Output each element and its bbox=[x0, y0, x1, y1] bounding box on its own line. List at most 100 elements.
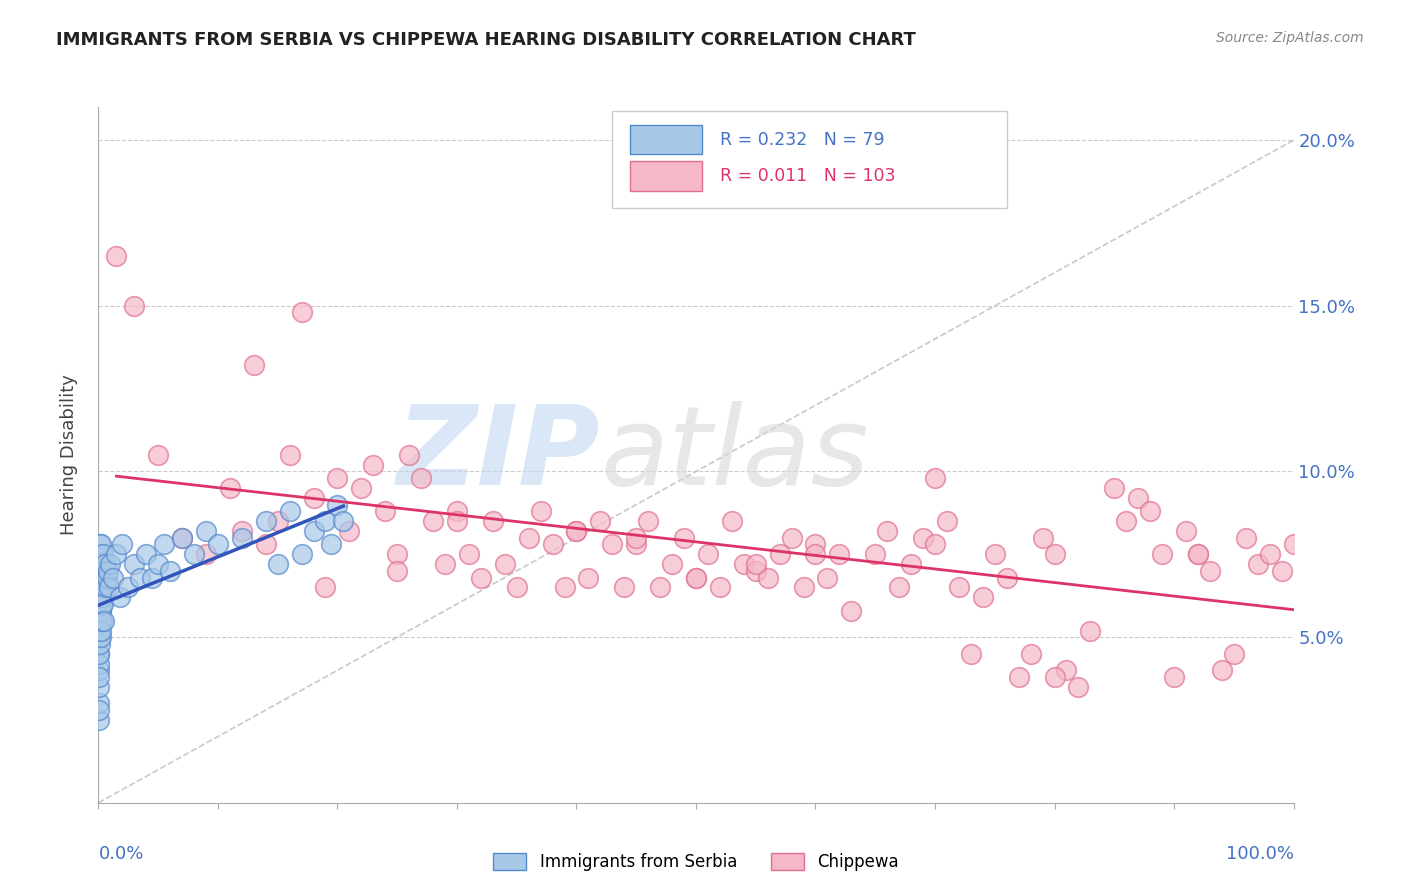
Point bbox=[481, 514, 505, 528]
Point bbox=[1198, 564, 1220, 578]
Point bbox=[89, 558, 111, 572]
Point bbox=[93, 570, 115, 584]
Point bbox=[326, 471, 349, 485]
Point bbox=[278, 448, 301, 462]
Point bbox=[1054, 663, 1078, 677]
Point bbox=[924, 471, 946, 485]
Point bbox=[626, 531, 648, 545]
Point bbox=[673, 531, 696, 545]
Point bbox=[89, 597, 111, 611]
Point bbox=[1187, 547, 1209, 561]
Point bbox=[231, 524, 253, 538]
Point bbox=[804, 537, 827, 551]
Point bbox=[576, 570, 599, 584]
Point bbox=[1175, 524, 1198, 538]
Point bbox=[1271, 564, 1294, 578]
Point bbox=[1139, 504, 1161, 518]
Point bbox=[315, 581, 337, 595]
Point bbox=[94, 558, 117, 572]
Point bbox=[96, 570, 118, 584]
Point bbox=[89, 614, 111, 628]
Point bbox=[494, 558, 516, 572]
Point bbox=[1067, 680, 1090, 694]
Point bbox=[613, 581, 636, 595]
Text: IMMIGRANTS FROM SERBIA VS CHIPPEWA HEARING DISABILITY CORRELATION CHART: IMMIGRANTS FROM SERBIA VS CHIPPEWA HEARI… bbox=[56, 31, 917, 49]
Point bbox=[219, 481, 242, 495]
Point bbox=[506, 581, 529, 595]
Point bbox=[87, 703, 110, 717]
Point bbox=[91, 614, 114, 628]
Point bbox=[648, 581, 672, 595]
Point bbox=[90, 558, 112, 572]
Point bbox=[697, 547, 720, 561]
Point bbox=[1128, 491, 1150, 505]
Point bbox=[517, 531, 540, 545]
Point bbox=[278, 504, 301, 518]
Point bbox=[972, 591, 994, 605]
Point bbox=[89, 647, 111, 661]
Point bbox=[602, 537, 624, 551]
Point bbox=[363, 458, 385, 472]
Point bbox=[876, 524, 898, 538]
Point bbox=[207, 537, 229, 551]
Point bbox=[1222, 647, 1246, 661]
Point bbox=[1246, 558, 1268, 572]
Point bbox=[89, 657, 111, 671]
Point bbox=[302, 524, 325, 538]
Point bbox=[90, 581, 112, 595]
Point bbox=[863, 547, 887, 561]
Point bbox=[1187, 547, 1209, 561]
Point bbox=[89, 637, 111, 651]
Point bbox=[101, 570, 124, 584]
Point bbox=[433, 558, 456, 572]
Point bbox=[89, 564, 111, 578]
Point bbox=[422, 514, 444, 528]
Point bbox=[626, 537, 648, 551]
Point bbox=[194, 547, 218, 561]
Point bbox=[685, 570, 707, 584]
Point bbox=[828, 547, 851, 561]
Point bbox=[1043, 670, 1066, 684]
Point bbox=[470, 570, 492, 584]
FancyBboxPatch shape bbox=[630, 125, 702, 154]
Point bbox=[94, 581, 117, 595]
Point bbox=[90, 564, 112, 578]
Point bbox=[141, 570, 163, 584]
Point bbox=[183, 547, 205, 561]
Point bbox=[90, 537, 112, 551]
Point bbox=[153, 537, 176, 551]
Point bbox=[290, 547, 312, 561]
Point bbox=[117, 581, 139, 595]
Point bbox=[89, 591, 111, 605]
Point bbox=[159, 564, 181, 578]
Point bbox=[90, 624, 112, 638]
Text: ZIP: ZIP bbox=[396, 401, 600, 508]
Point bbox=[87, 713, 110, 727]
Text: Source: ZipAtlas.com: Source: ZipAtlas.com bbox=[1216, 31, 1364, 45]
Point bbox=[90, 604, 112, 618]
Point bbox=[124, 299, 146, 313]
Point bbox=[1102, 481, 1125, 495]
Point bbox=[1234, 531, 1257, 545]
Point bbox=[995, 570, 1018, 584]
Point bbox=[1032, 531, 1054, 545]
Point bbox=[374, 504, 396, 518]
Point bbox=[1282, 537, 1305, 551]
Point bbox=[89, 604, 111, 618]
Point bbox=[780, 531, 803, 545]
Point bbox=[105, 547, 128, 561]
Point bbox=[959, 647, 981, 661]
Point bbox=[148, 558, 170, 572]
Text: R = 0.232   N = 79: R = 0.232 N = 79 bbox=[720, 131, 884, 149]
Point bbox=[315, 514, 337, 528]
Text: R = 0.011   N = 103: R = 0.011 N = 103 bbox=[720, 167, 896, 185]
Point bbox=[267, 514, 290, 528]
Point bbox=[661, 558, 683, 572]
Point bbox=[89, 597, 111, 611]
Point bbox=[457, 547, 479, 561]
Point bbox=[745, 564, 768, 578]
Point bbox=[1019, 647, 1042, 661]
Point bbox=[637, 514, 659, 528]
Point bbox=[565, 524, 588, 538]
Point bbox=[529, 504, 551, 518]
